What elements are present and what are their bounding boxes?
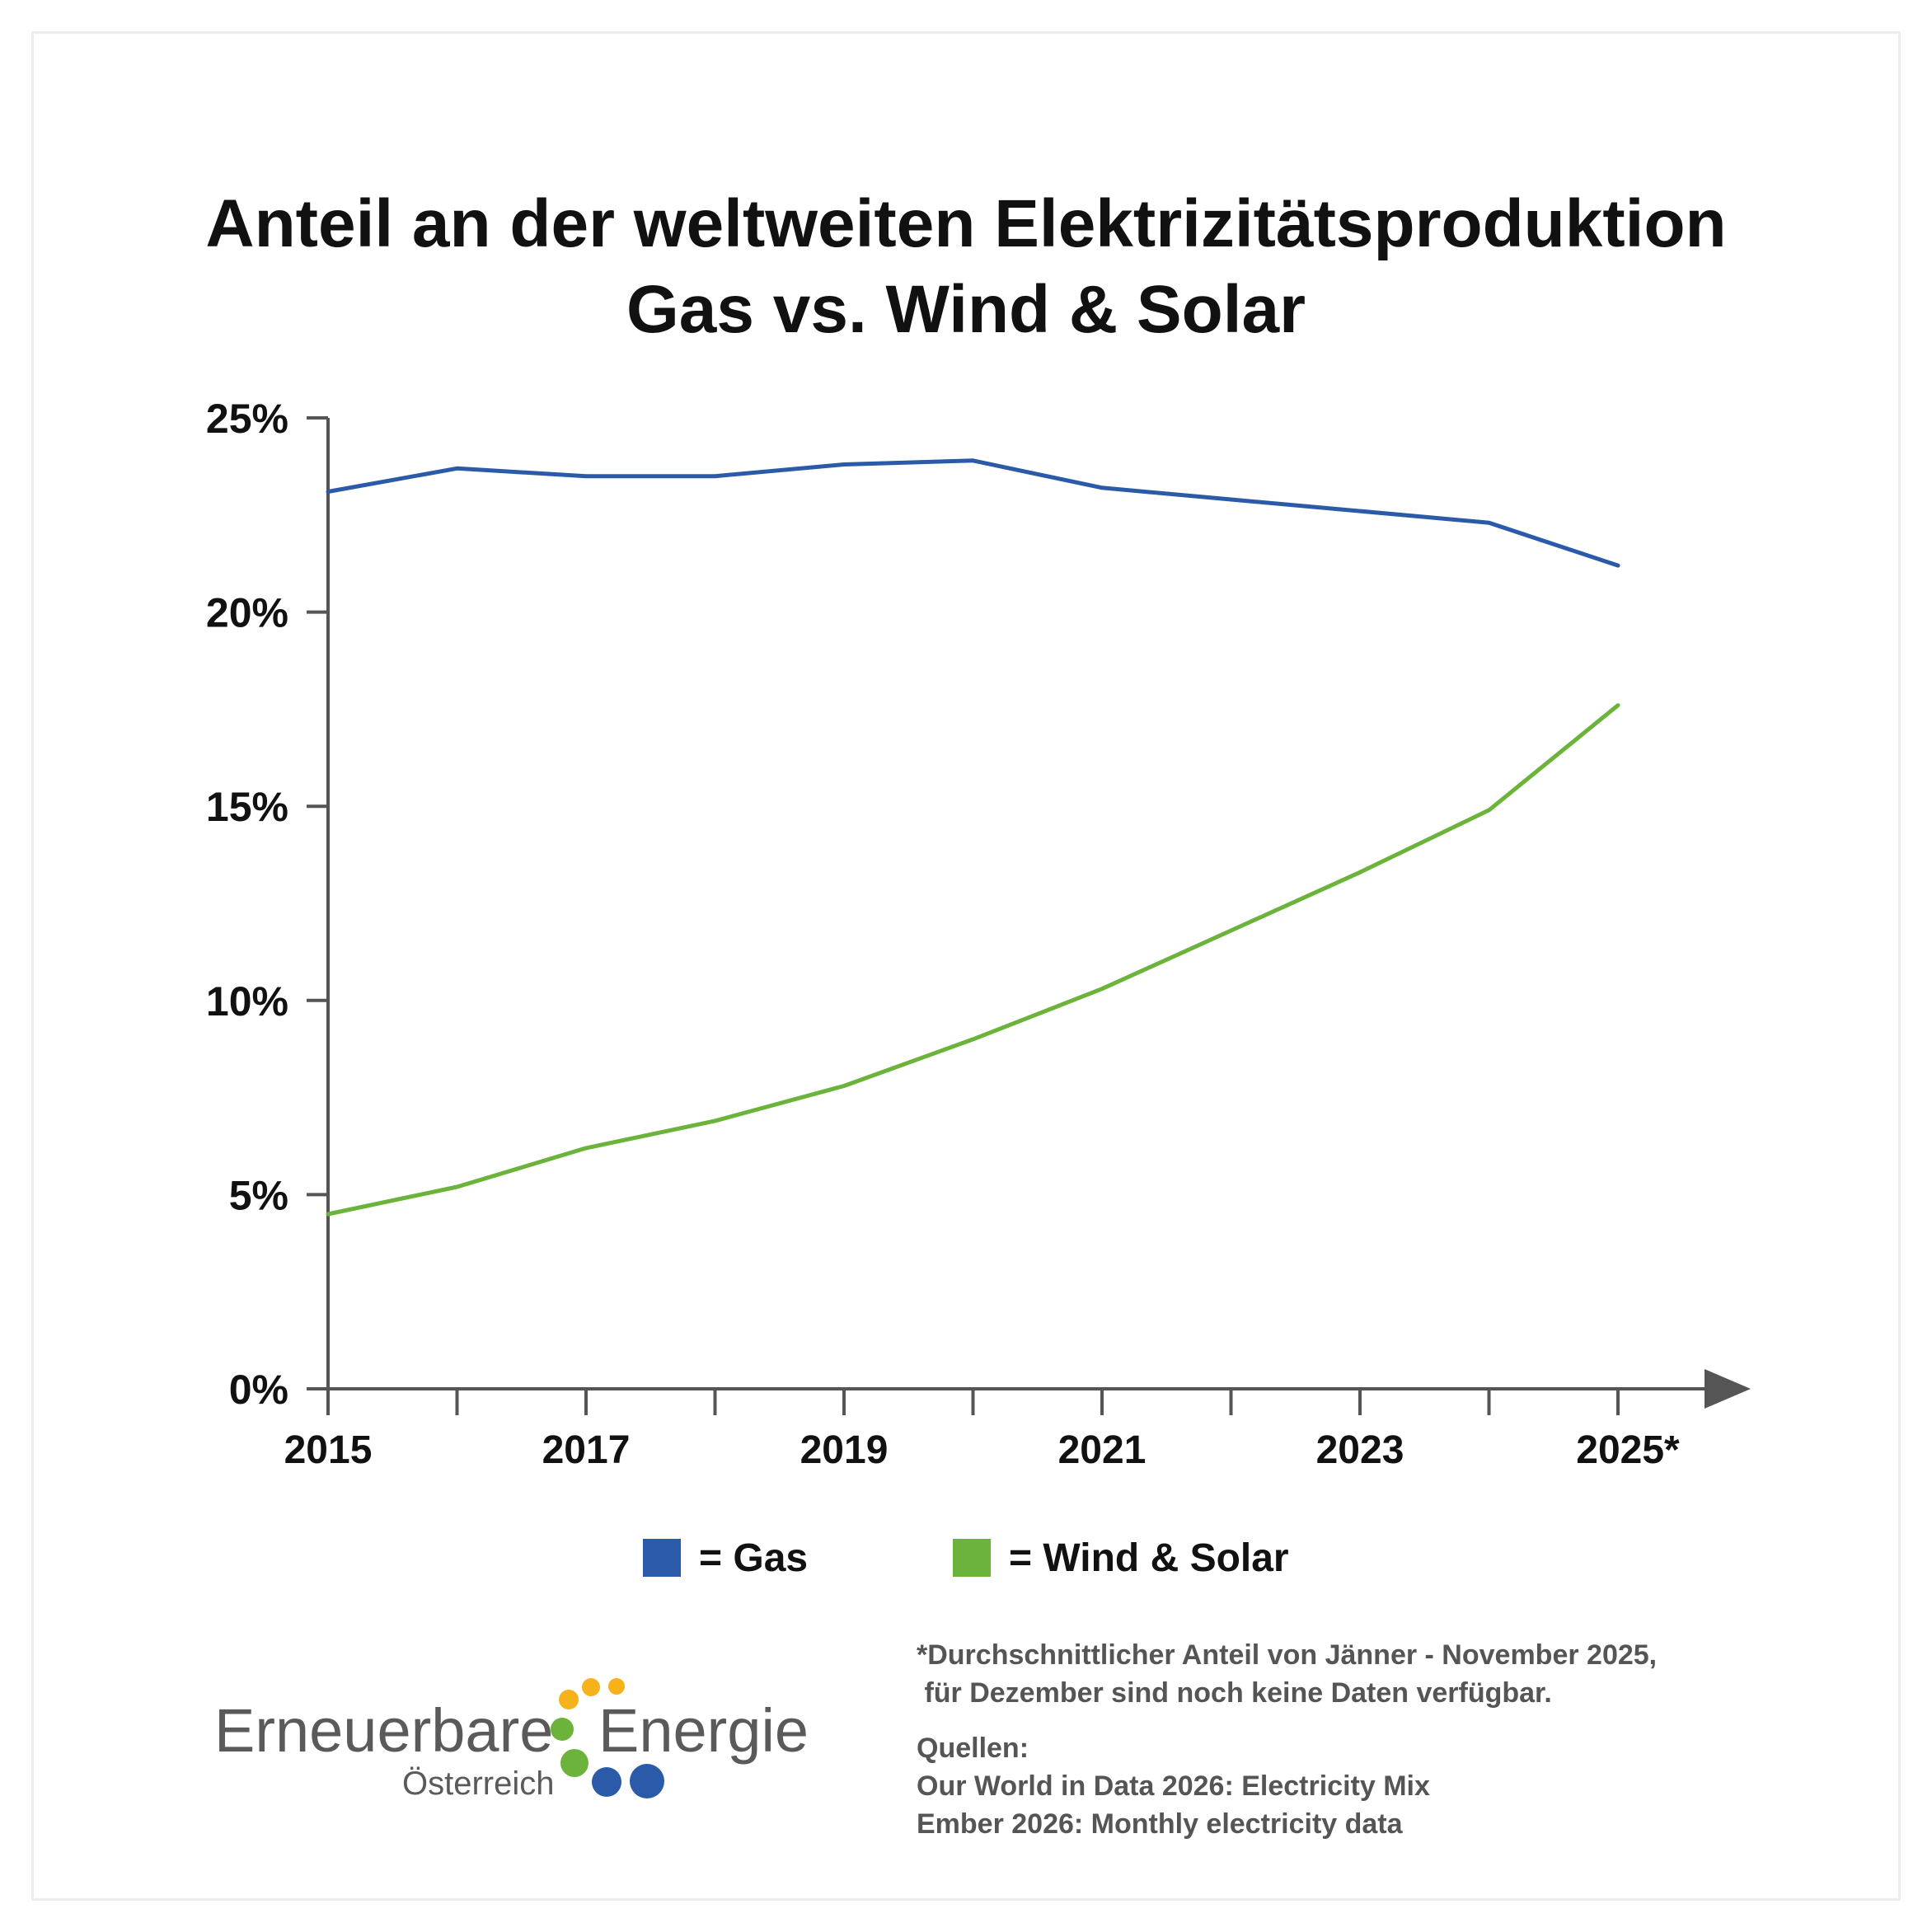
logo-word-erneuerbare: Erneuerbare [214, 1696, 554, 1765]
series-line-gas [326, 458, 1620, 568]
y-tick-label: 15% [206, 784, 288, 830]
logo-dot-green-1 [551, 1718, 574, 1741]
legend-label-gas: = Gas [699, 1536, 809, 1580]
chart-title: Anteil an der weltweiten Elektrizitätspr… [205, 186, 1727, 261]
legend-label-wind-solar: = Wind & Solar [1009, 1536, 1289, 1580]
logo-dot-yellow-1 [559, 1690, 579, 1709]
y-tick-label: 25% [206, 396, 288, 442]
legend-item-wind-solar: = Wind & Solar [953, 1535, 1289, 1581]
logo-dot-blue-2 [630, 1764, 664, 1798]
figure-frame [31, 31, 1901, 1901]
logo: Erneuerbare Energie Österreich [214, 1673, 824, 1813]
y-tick-label: 20% [206, 590, 288, 636]
logo-dot-green-2 [560, 1749, 589, 1777]
x-tick-label: 2025* [1576, 1428, 1680, 1472]
x-tick-label: 2017 [542, 1428, 631, 1472]
legend-swatch-gas [643, 1539, 681, 1577]
chart-subtitle: Gas vs. Wind & Solar [626, 272, 1306, 347]
sources: Quellen: Our World in Data 2026: Electri… [917, 1733, 1430, 1840]
axes [326, 418, 1751, 1409]
x-axis-arrow-icon [1705, 1369, 1751, 1409]
y-tick-label: 0% [229, 1367, 288, 1413]
logo-sub-oesterreich: Österreich [402, 1766, 555, 1802]
ticks: 0% 5% 10% 15% 20% 25% 2015 2017 2019 2021 2023 2025… [206, 396, 1680, 1472]
logo-word-energie: Energie [598, 1696, 809, 1765]
legend-item-gas: = Gas [643, 1535, 808, 1581]
footnote: *Durchschnittlicher Anteil von Jänner - … [917, 1639, 1658, 1709]
y-tick-label: 10% [206, 978, 288, 1025]
x-tick-label: 2015 [284, 1428, 373, 1472]
logo-dot-yellow-2 [582, 1678, 600, 1696]
y-tick-label: 5% [229, 1172, 288, 1218]
x-tick-label: 2019 [800, 1428, 889, 1472]
legend-swatch-wind-solar [953, 1539, 991, 1577]
series-line-wind-solar [326, 703, 1620, 1217]
x-tick-label: 2021 [1058, 1428, 1147, 1472]
logo-dot-yellow-3 [608, 1678, 625, 1695]
series-lines [326, 458, 1620, 1217]
x-tick-label: 2023 [1316, 1428, 1404, 1472]
logo-dot-blue-1 [592, 1767, 621, 1797]
